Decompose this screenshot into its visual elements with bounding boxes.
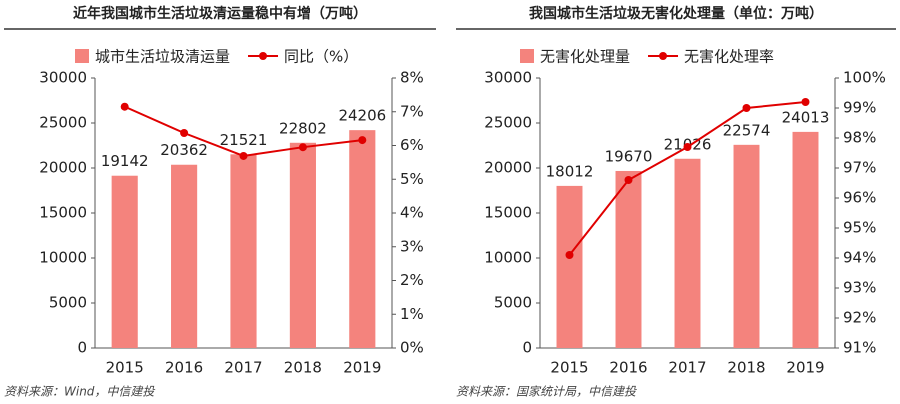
bar — [674, 158, 701, 348]
y-tick-label: 5000 — [49, 294, 87, 312]
legend-swatch — [520, 49, 534, 63]
y2-tick-label: 7% — [400, 102, 424, 120]
y2-tick-label: 93% — [843, 279, 876, 297]
line-point — [180, 129, 189, 138]
x-tick-label: 2019 — [343, 359, 381, 377]
x-tick-label: 2019 — [786, 359, 824, 377]
x-tick-label: 2015 — [106, 359, 144, 377]
bar-value-label: 19142 — [101, 152, 149, 170]
x-tick-label: 2017 — [668, 359, 706, 377]
y-tick-label: 25000 — [484, 114, 532, 132]
y2-tick-label: 2% — [400, 271, 424, 289]
y2-tick-label: 98% — [843, 129, 876, 147]
line-point — [298, 143, 307, 152]
y2-tick-label: 3% — [400, 237, 424, 255]
line-point — [358, 136, 367, 145]
y-tick-label: 25000 — [39, 114, 87, 132]
x-tick-label: 2018 — [284, 359, 322, 377]
line-point — [683, 143, 692, 151]
x-tick-label: 2015 — [550, 359, 588, 377]
bar-value-label: 18012 — [546, 162, 594, 180]
bar-value-label: 20362 — [160, 141, 208, 159]
bar-value-label: 19670 — [605, 147, 653, 165]
y-tick-label: 5000 — [494, 294, 532, 312]
y2-tick-label: 4% — [400, 204, 424, 222]
legend-swatch — [75, 49, 89, 63]
legend-dot — [259, 52, 268, 60]
bar-value-label: 21521 — [220, 131, 268, 149]
bar-value-label: 22574 — [723, 121, 771, 139]
y-tick-label: 30000 — [39, 69, 87, 87]
source-note: 资料来源：国家统计局，中信建投 — [456, 385, 637, 399]
bar — [289, 142, 316, 348]
y2-tick-label: 95% — [843, 219, 876, 237]
y2-tick-label: 96% — [843, 189, 876, 207]
bar-value-label: 24206 — [338, 107, 386, 125]
bar — [556, 185, 583, 348]
y-tick-label: 10000 — [39, 249, 87, 267]
y2-tick-label: 100% — [843, 69, 886, 87]
y-tick-label: 0 — [77, 339, 87, 357]
x-tick-label: 2017 — [224, 359, 262, 377]
bar — [111, 175, 138, 348]
y2-tick-label: 6% — [400, 136, 424, 154]
line-point — [624, 176, 633, 184]
line-point — [742, 104, 751, 112]
y2-tick-label: 91% — [843, 339, 876, 357]
x-tick-label: 2016 — [165, 359, 203, 377]
x-tick-label: 2018 — [727, 359, 765, 377]
y2-tick-label: 0% — [400, 339, 424, 357]
y2-tick-label: 94% — [843, 249, 876, 267]
y2-tick-label: 5% — [400, 170, 424, 188]
bar — [171, 164, 198, 348]
y-tick-label: 30000 — [484, 69, 532, 87]
legend-dot — [659, 52, 668, 60]
bar — [792, 131, 819, 348]
y2-tick-label: 97% — [843, 159, 876, 177]
line-point — [239, 151, 248, 160]
y-tick-label: 10000 — [484, 249, 532, 267]
y-tick-label: 0 — [522, 339, 532, 357]
source-note: 资料来源：Wind，中信建投 — [4, 385, 155, 399]
y-tick-label: 20000 — [39, 159, 87, 177]
y2-tick-label: 92% — [843, 309, 876, 327]
y-tick-label: 15000 — [39, 204, 87, 222]
y-tick-label: 20000 — [484, 159, 532, 177]
legend-label: 同比（%） — [284, 48, 358, 66]
bar — [733, 144, 760, 348]
chart-title: 我国城市生活垃圾无害化处理量（单位：万吨） — [529, 5, 823, 22]
bar — [349, 130, 376, 348]
y2-tick-label: 8% — [400, 69, 424, 87]
line-point — [801, 98, 810, 106]
y-tick-label: 15000 — [484, 204, 532, 222]
legend-label: 无害化处理率 — [684, 48, 774, 66]
bar-value-label: 24013 — [782, 108, 830, 126]
legend-label: 城市生活垃圾清运量 — [95, 48, 230, 66]
legend-label: 无害化处理量 — [540, 48, 630, 66]
chart-title: 近年我国城市生活垃圾清运量稳中有增（万吨） — [73, 5, 367, 22]
bar — [615, 170, 642, 348]
line-point — [565, 251, 574, 259]
y2-tick-label: 99% — [843, 99, 876, 117]
bar-value-label: 22802 — [279, 119, 327, 137]
line-point — [120, 102, 129, 111]
y2-tick-label: 1% — [400, 305, 424, 323]
bar — [230, 154, 257, 348]
x-tick-label: 2016 — [609, 359, 647, 377]
